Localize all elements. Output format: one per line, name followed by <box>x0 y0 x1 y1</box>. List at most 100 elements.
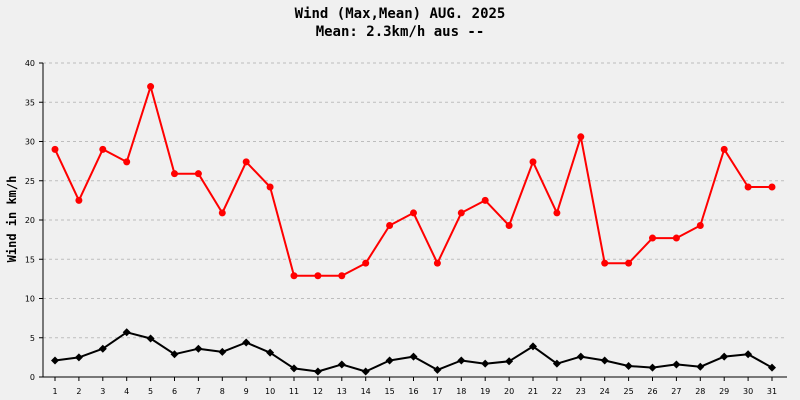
series-1-point <box>481 196 489 204</box>
x-tick-label: 12 <box>313 387 323 396</box>
series-1-point <box>433 259 441 267</box>
series-1-point <box>720 145 728 153</box>
x-tick-label: 24 <box>600 387 610 396</box>
grid <box>43 62 787 377</box>
series-2-point <box>576 352 585 361</box>
series-1-point <box>768 183 776 191</box>
series-1-point <box>577 133 585 141</box>
series-2-point <box>266 348 275 357</box>
series-1-point <box>290 272 298 280</box>
x-tick-label: 26 <box>647 387 657 396</box>
series-2-point <box>146 334 155 343</box>
series-2-point <box>768 363 776 372</box>
series-2-point <box>242 338 251 347</box>
series-1-point <box>362 259 370 267</box>
series-2-point <box>505 357 514 366</box>
series-1-point <box>696 221 704 229</box>
series-1-point <box>218 209 226 217</box>
y-tick-label: 30 <box>25 138 35 147</box>
y-tick-label: 15 <box>25 255 35 264</box>
x-tick-label: 30 <box>743 387 753 396</box>
x-tick-label: 21 <box>528 387 538 396</box>
y-tick-label: 10 <box>25 295 35 304</box>
x-tick-label: 8 <box>220 387 225 396</box>
series-2-point <box>552 359 561 368</box>
series-2-point <box>696 362 705 371</box>
y-tick-label: 5 <box>30 334 35 343</box>
series-2-point <box>74 353 83 362</box>
y-tick-label: 35 <box>25 98 35 107</box>
x-tick-label: 25 <box>624 387 634 396</box>
x-tick-label: 6 <box>172 387 177 396</box>
series-2-point <box>51 356 59 365</box>
x-tick-label: 23 <box>576 387 586 396</box>
x-tick-label: 10 <box>265 387 275 396</box>
series-1-point <box>386 221 394 229</box>
series-2-point <box>624 362 633 371</box>
chart-title: Wind (Max,Mean) AUG. 2025 <box>295 6 506 22</box>
x-tick-label: 7 <box>196 387 201 396</box>
series-2-point <box>672 360 681 369</box>
series-1-point <box>672 234 680 242</box>
series-1-point <box>171 170 178 178</box>
series-2-point <box>529 342 537 351</box>
series-1-point <box>338 272 346 280</box>
x-tick-label: 16 <box>408 387 418 396</box>
series-1-point <box>457 209 465 217</box>
y-tick-label: 0 <box>30 373 35 382</box>
x-tick-label: 15 <box>385 387 395 396</box>
series-layer <box>51 83 776 376</box>
x-tick-label: 5 <box>148 387 153 396</box>
series-1-point <box>314 272 322 280</box>
series-1-point <box>625 259 633 267</box>
x-tick-label: 2 <box>76 387 81 396</box>
series-2-point <box>122 328 131 337</box>
series-1-point <box>744 183 752 191</box>
series-2-point <box>409 352 418 361</box>
series-2-point <box>720 352 729 361</box>
series-1-point <box>123 158 131 166</box>
series-2-point <box>98 344 107 353</box>
series-1-point <box>99 145 107 153</box>
x-tick-label: 18 <box>456 387 466 396</box>
series-2-point <box>361 367 370 376</box>
series-2-point <box>600 356 609 365</box>
series-1-point <box>649 234 656 242</box>
x-tick-label: 1 <box>52 387 57 396</box>
series-1-point <box>194 170 202 178</box>
series-1-point <box>529 158 537 166</box>
chart-subtitle: Mean: 2.3km/h aus -- <box>316 24 485 40</box>
series-2-point <box>457 356 466 365</box>
series-1-point <box>147 83 155 91</box>
y-tick-label: 40 <box>25 59 35 68</box>
series-2-point <box>337 360 346 369</box>
x-tick-label: 11 <box>289 387 299 396</box>
series-2-point <box>648 363 657 372</box>
x-tick-label: 28 <box>695 387 705 396</box>
series-1-point <box>601 259 609 267</box>
series-1-point <box>266 183 274 191</box>
series-2-point <box>290 364 298 373</box>
series-2-point <box>194 344 203 353</box>
x-tick-label: 20 <box>504 387 514 396</box>
series-2-point <box>313 367 322 376</box>
series-1-point <box>553 209 561 217</box>
series-1-point <box>410 209 417 217</box>
series-1-point <box>75 196 83 204</box>
y-tick-label: 20 <box>25 216 35 225</box>
x-tick-label: 14 <box>361 387 371 396</box>
series-2-point <box>385 356 394 365</box>
series-1-point <box>51 145 59 153</box>
series-2-point <box>481 359 490 368</box>
series-2-point <box>170 350 179 359</box>
x-tick-label: 19 <box>480 387 490 396</box>
x-tick-label: 3 <box>100 387 105 396</box>
x-tick-label: 13 <box>337 387 347 396</box>
x-tick-label: 17 <box>432 387 442 396</box>
x-tick-label: 29 <box>719 387 729 396</box>
series-1-point <box>505 221 513 229</box>
series-2-point <box>433 365 442 374</box>
y-axis-label: Wind in km/h <box>5 176 19 263</box>
